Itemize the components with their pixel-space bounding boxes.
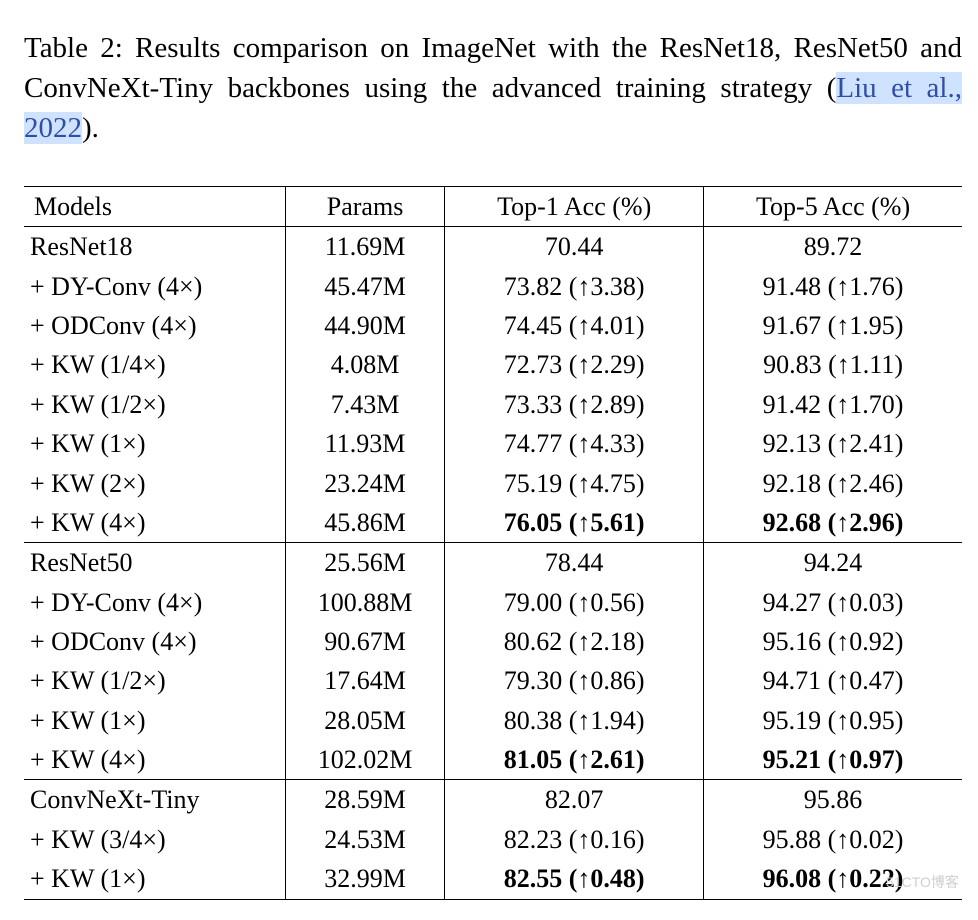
table-row: + KW (1/2×)7.43M73.33 (↑2.89)91.42 (↑1.7… [24,385,962,424]
cell-top5: 90.83 (↑1.11) [704,345,962,384]
cell-top5: 91.67 (↑1.95) [704,306,962,345]
citation-authors: Liu et al., [836,72,962,104]
cell-top1: 79.00 (↑0.56) [445,583,704,622]
cell-model: + ODConv (4×) [24,622,285,661]
cell-top1: 78.44 [445,543,704,583]
table-row: ConvNeXt-Tiny28.59M82.0795.86 [24,780,962,820]
cell-model: + KW (2×) [24,464,285,503]
cell-model: + KW (1/2×) [24,385,285,424]
table-row: + DY-Conv (4×)100.88M79.00 (↑0.56)94.27 … [24,583,962,622]
cell-params: 28.59M [285,780,444,820]
caption-prefix: Table 2: Results comparison on ImageNet … [24,32,962,104]
table-row: ResNet1811.69M70.4489.72 [24,227,962,267]
table-row: + KW (1/2×)17.64M79.30 (↑0.86)94.71 (↑0.… [24,661,962,700]
col-header-top1: Top-1 Acc (%) [445,187,704,227]
table-row: + KW (2×)23.24M75.19 (↑4.75)92.18 (↑2.46… [24,464,962,503]
cell-top5: 95.16 (↑0.92) [704,622,962,661]
cell-top5: 95.88 (↑0.02) [704,820,962,859]
cell-model: + ODConv (4×) [24,306,285,345]
table-header: Models Params Top-1 Acc (%) Top-5 Acc (%… [24,187,962,227]
table-body: ResNet1811.69M70.4489.72+ DY-Conv (4×)45… [24,227,962,899]
cell-model: + KW (1/2×) [24,661,285,700]
watermark-text: 51CTO博客 [886,872,959,892]
cell-top1: 74.77 (↑4.33) [445,424,704,463]
cell-top1: 70.44 [445,227,704,267]
cell-model: + KW (3/4×) [24,820,285,859]
cell-params: 11.69M [285,227,444,267]
cell-params: 17.64M [285,661,444,700]
table-row: + DY-Conv (4×)45.47M73.82 (↑3.38)91.48 (… [24,267,962,306]
cell-model: + KW (4×) [24,503,285,543]
cell-top1: 82.23 (↑0.16) [445,820,704,859]
table-row: ResNet5025.56M78.4494.24 [24,543,962,583]
cell-top1: 75.19 (↑4.75) [445,464,704,503]
table-row: + KW (1×)11.93M74.77 (↑4.33)92.13 (↑2.41… [24,424,962,463]
cell-params: 7.43M [285,385,444,424]
cell-top1: 76.05 (↑5.61) [445,503,704,543]
col-header-params: Params [285,187,444,227]
cell-model: ConvNeXt-Tiny [24,780,285,820]
cell-top1: 82.07 [445,780,704,820]
cell-top1: 79.30 (↑0.86) [445,661,704,700]
table-row: + KW (4×)45.86M76.05 (↑5.61)92.68 (↑2.96… [24,503,962,543]
table-row: + KW (1×)28.05M80.38 (↑1.94)95.19 (↑0.95… [24,701,962,740]
cell-top1: 73.33 (↑2.89) [445,385,704,424]
cell-top1: 82.55 (↑0.48) [445,859,704,899]
table-row: + ODConv (4×)44.90M74.45 (↑4.01)91.67 (↑… [24,306,962,345]
caption-suffix: ). [82,112,99,144]
cell-top5: 94.27 (↑0.03) [704,583,962,622]
cell-model: + KW (1×) [24,701,285,740]
cell-model: + KW (1/4×) [24,345,285,384]
cell-model: ResNet50 [24,543,285,583]
col-header-top5: Top-5 Acc (%) [704,187,962,227]
cell-params: 28.05M [285,701,444,740]
cell-top5: 95.86 [704,780,962,820]
cell-top5: 95.19 (↑0.95) [704,701,962,740]
cell-params: 100.88M [285,583,444,622]
cell-params: 45.86M [285,503,444,543]
citation-year: 2022 [24,112,82,144]
cell-model: + KW (1×) [24,424,285,463]
cell-top5: 89.72 [704,227,962,267]
cell-top1: 72.73 (↑2.29) [445,345,704,384]
cell-model: + KW (4×) [24,740,285,780]
cell-top1: 74.45 (↑4.01) [445,306,704,345]
cell-params: 11.93M [285,424,444,463]
table-row: + ODConv (4×)90.67M80.62 (↑2.18)95.16 (↑… [24,622,962,661]
cell-top1: 80.62 (↑2.18) [445,622,704,661]
table-row: + KW (4×)102.02M81.05 (↑2.61)95.21 (↑0.9… [24,740,962,780]
cell-params: 44.90M [285,306,444,345]
cell-model: + DY-Conv (4×) [24,583,285,622]
table-row: + KW (3/4×)24.53M82.23 (↑0.16)95.88 (↑0.… [24,820,962,859]
cell-params: 102.02M [285,740,444,780]
cell-top5: 95.21 (↑0.97) [704,740,962,780]
table-row: + KW (1/4×)4.08M72.73 (↑2.29)90.83 (↑1.1… [24,345,962,384]
cell-top5: 92.13 (↑2.41) [704,424,962,463]
cell-params: 23.24M [285,464,444,503]
cell-top5: 92.68 (↑2.96) [704,503,962,543]
table-row: + KW (1×)32.99M82.55 (↑0.48)96.08 (↑0.22… [24,859,962,899]
results-table: Models Params Top-1 Acc (%) Top-5 Acc (%… [24,186,962,899]
col-header-models: Models [24,187,285,227]
cell-top5: 91.48 (↑1.76) [704,267,962,306]
table-caption: Table 2: Results comparison on ImageNet … [24,28,962,148]
cell-params: 90.67M [285,622,444,661]
cell-top5: 91.42 (↑1.70) [704,385,962,424]
cell-top1: 80.38 (↑1.94) [445,701,704,740]
cell-top5: 92.18 (↑2.46) [704,464,962,503]
cell-top5: 94.71 (↑0.47) [704,661,962,700]
cell-params: 25.56M [285,543,444,583]
cell-model: + DY-Conv (4×) [24,267,285,306]
cell-params: 24.53M [285,820,444,859]
cell-model: ResNet18 [24,227,285,267]
cell-top5: 94.24 [704,543,962,583]
cell-top1: 81.05 (↑2.61) [445,740,704,780]
cell-params: 4.08M [285,345,444,384]
cell-model: + KW (1×) [24,859,285,899]
cell-params: 45.47M [285,267,444,306]
cell-top1: 73.82 (↑3.38) [445,267,704,306]
cell-params: 32.99M [285,859,444,899]
